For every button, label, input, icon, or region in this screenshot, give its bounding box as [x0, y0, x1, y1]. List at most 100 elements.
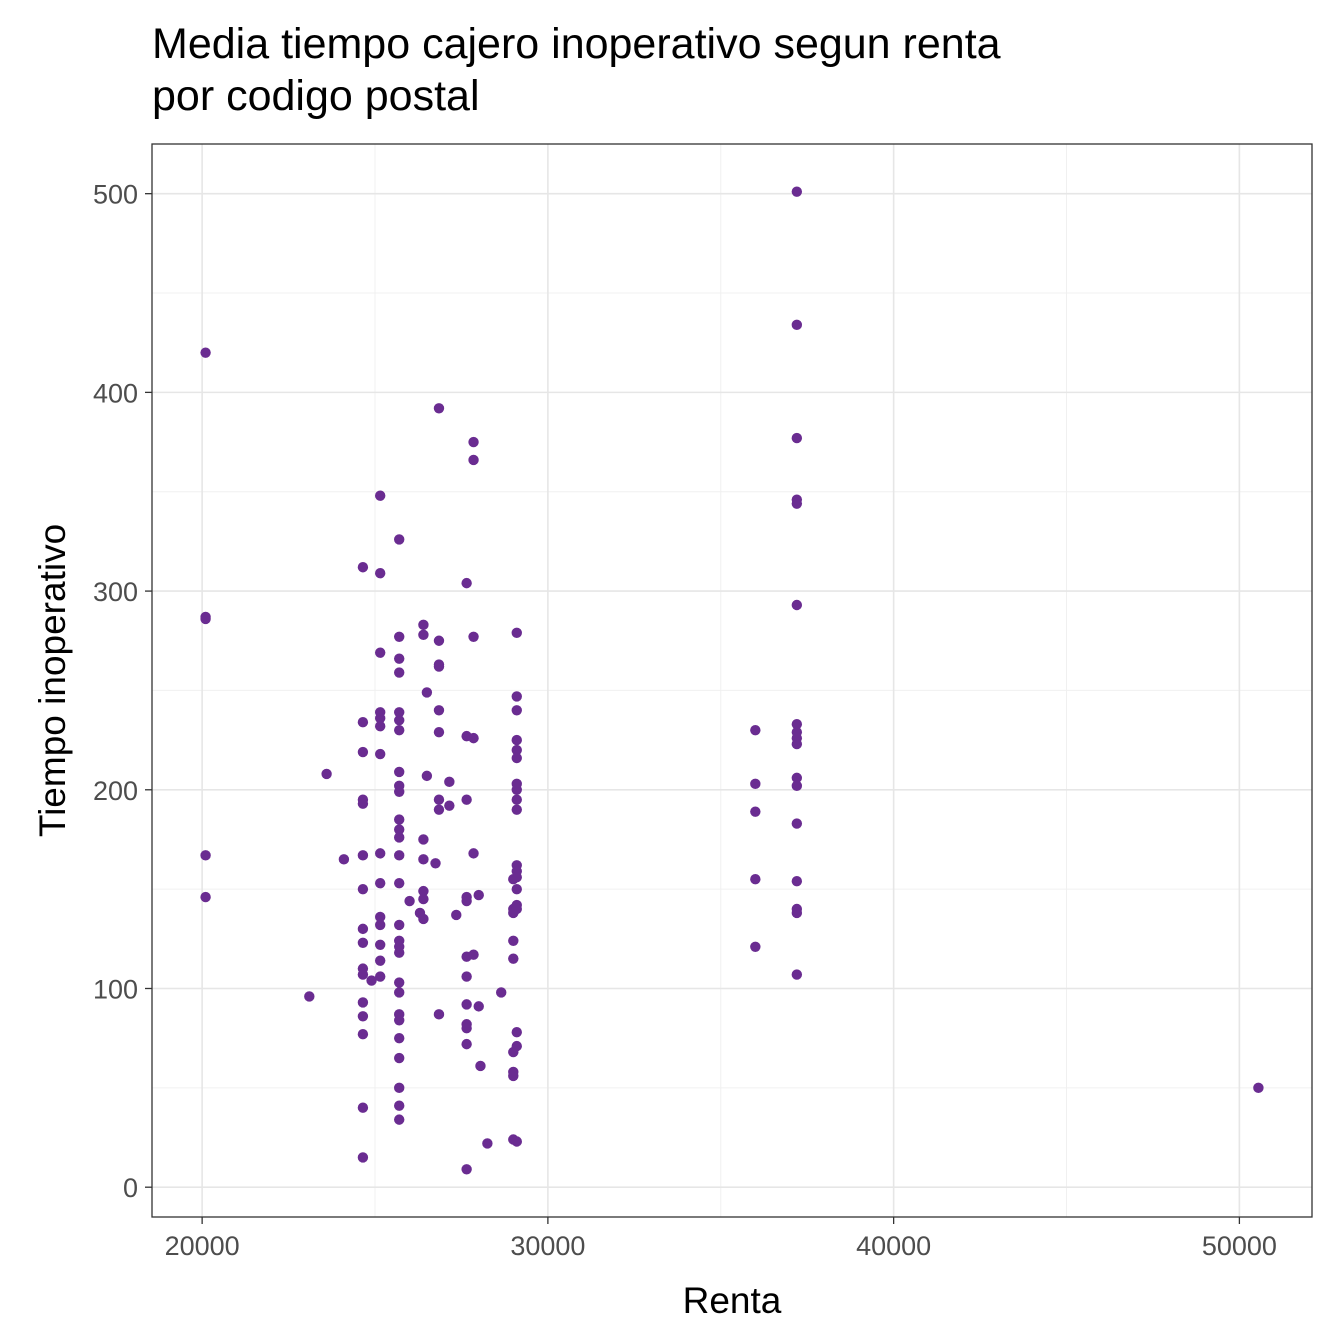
data-point: [304, 991, 315, 1002]
data-point: [461, 1164, 472, 1175]
data-point: [394, 814, 405, 825]
data-point: [374, 877, 386, 889]
data-point: [511, 691, 522, 702]
data-point: [433, 661, 445, 672]
data-point: [418, 885, 429, 897]
data-point: [200, 891, 211, 903]
data-point: [511, 883, 522, 895]
data-point: [511, 804, 522, 815]
data-point: [357, 1028, 369, 1040]
data-point: [511, 872, 522, 883]
data-point: [394, 850, 405, 861]
data-point: [418, 629, 429, 640]
chart-title-line-2: por codigo postal: [152, 72, 480, 120]
data-point: [461, 794, 472, 805]
data-point: [791, 818, 803, 829]
data-point: [482, 1138, 493, 1149]
y-tick-label: 300: [93, 577, 138, 607]
data-point: [461, 1023, 472, 1034]
data-point: [750, 874, 761, 885]
data-point: [468, 949, 479, 960]
data-point: [394, 824, 405, 835]
x-tick-label: 30000: [510, 1231, 585, 1261]
data-point: [511, 1136, 522, 1147]
data-point: [750, 806, 761, 817]
data-point: [791, 719, 803, 730]
data-point: [791, 186, 803, 197]
data-point: [451, 909, 462, 921]
data-point: [475, 1060, 486, 1072]
data-point: [791, 432, 803, 444]
data-point: [511, 705, 522, 716]
data-point: [394, 1015, 405, 1026]
data-point: [374, 955, 386, 966]
data-point: [461, 971, 472, 982]
data-point: [750, 941, 761, 952]
data-point: [433, 1009, 445, 1020]
data-point: [357, 562, 369, 573]
y-tick-label: 500: [93, 180, 138, 210]
data-point: [357, 969, 369, 980]
y-tick-label: 0: [123, 1173, 138, 1203]
data-point: [394, 653, 405, 664]
data-point: [394, 832, 405, 843]
data-point: [418, 854, 429, 865]
x-tick-label: 40000: [856, 1231, 931, 1261]
data-point: [418, 913, 429, 925]
data-point: [374, 647, 386, 658]
data-point: [791, 907, 803, 919]
data-point: [750, 778, 761, 790]
data-point: [791, 875, 803, 887]
data-point: [433, 635, 445, 646]
data-point: [374, 721, 386, 732]
y-tick-label: 200: [93, 776, 138, 806]
data-point: [1253, 1082, 1264, 1094]
data-point: [791, 738, 803, 750]
data-point: [374, 748, 386, 760]
data-point: [433, 794, 445, 805]
data-point: [366, 975, 377, 986]
data-point: [468, 436, 479, 448]
y-tick-label: 100: [93, 974, 138, 1004]
data-point: [418, 893, 429, 905]
data-point: [791, 498, 803, 509]
data-point: [394, 1114, 405, 1125]
data-point: [374, 848, 386, 859]
chart-title-line-1: Media tiempo cajero inoperativo segun re…: [152, 20, 1001, 68]
data-point: [394, 707, 405, 718]
data-point: [461, 999, 472, 1010]
data-point: [404, 895, 415, 907]
data-point: [468, 631, 479, 642]
y-axis: 0 100 200 300 400 500: [93, 180, 152, 1203]
data-point: [394, 947, 405, 958]
data-point: [357, 1152, 369, 1163]
data-point: [511, 744, 522, 756]
data-point: [461, 577, 472, 589]
y-axis-label: Tiempo inoperativo: [32, 524, 73, 837]
data-point: [508, 953, 519, 964]
data-point: [200, 613, 211, 625]
data-point: [394, 1052, 405, 1064]
data-point: [394, 877, 405, 889]
data-point: [473, 1001, 484, 1012]
data-point: [444, 800, 455, 811]
data-point: [461, 895, 472, 907]
chart-title: Media tiempo cajero inoperativo segun re…: [152, 18, 1312, 122]
data-point: [357, 883, 369, 895]
x-axis-label: Renta: [683, 1280, 782, 1321]
data-point: [394, 786, 405, 797]
grid-minor: [152, 144, 1312, 1217]
data-point: [357, 746, 369, 758]
data-point: [394, 534, 405, 545]
data-point: [200, 347, 211, 358]
data-point: [421, 687, 433, 698]
data-point: [468, 732, 479, 744]
data-point: [357, 798, 369, 809]
data-point: [357, 717, 369, 728]
data-point: [461, 1038, 472, 1050]
data-point: [374, 939, 386, 950]
data-points: [200, 186, 1264, 1175]
data-point: [200, 850, 211, 861]
data-point: [508, 935, 519, 947]
